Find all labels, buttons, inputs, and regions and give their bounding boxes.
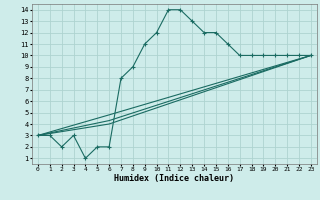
X-axis label: Humidex (Indice chaleur): Humidex (Indice chaleur) xyxy=(115,174,234,183)
